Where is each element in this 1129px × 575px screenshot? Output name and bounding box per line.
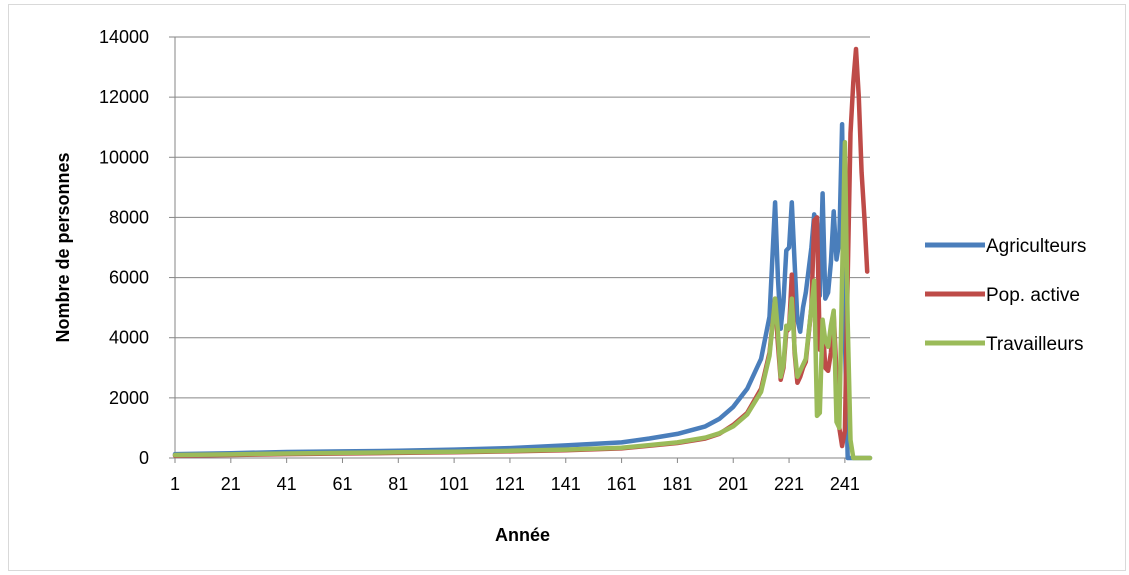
y-tick-label: 8000 — [109, 207, 149, 227]
legend-label: Agriculteurs — [986, 236, 1086, 257]
series-line-travailleurs — [172, 140, 873, 461]
x-tick-label: 81 — [388, 474, 408, 494]
x-tick-label: 241 — [830, 474, 860, 494]
y-tick-label: 0 — [139, 448, 149, 468]
y-tick-label: 14000 — [99, 27, 149, 47]
x-axis-title: Année — [495, 525, 550, 545]
x-tick-label: 41 — [277, 474, 297, 494]
x-tick-label: 161 — [607, 474, 637, 494]
x-tick-label: 221 — [774, 474, 804, 494]
legend-label: Travailleurs — [986, 334, 1084, 355]
x-tick-label: 61 — [332, 474, 352, 494]
series-line-pop-active — [172, 46, 870, 458]
y-tick-label: 10000 — [99, 147, 149, 167]
x-tick-label: 181 — [662, 474, 692, 494]
x-tick-label: 21 — [221, 474, 241, 494]
legend-label: Pop. active — [986, 285, 1080, 306]
chart-frame — [8, 4, 1126, 571]
series-lines — [172, 46, 873, 461]
x-tick-label: 1 — [170, 474, 180, 494]
y-axis-title: Nombre de personnes — [53, 152, 73, 342]
y-tick-label: 2000 — [109, 388, 149, 408]
series-line-agriculteurs — [172, 121, 873, 461]
y-tick-label: 6000 — [109, 268, 149, 288]
legend: Agriculteurs Pop. active Travailleurs — [925, 236, 1086, 355]
y-tick-label: 12000 — [99, 87, 149, 107]
x-tick-label: 101 — [439, 474, 469, 494]
x-tick-label: 121 — [495, 474, 525, 494]
x-tick-label: 141 — [551, 474, 581, 494]
y-tick-label: 4000 — [109, 328, 149, 348]
x-tick-label: 201 — [718, 474, 748, 494]
